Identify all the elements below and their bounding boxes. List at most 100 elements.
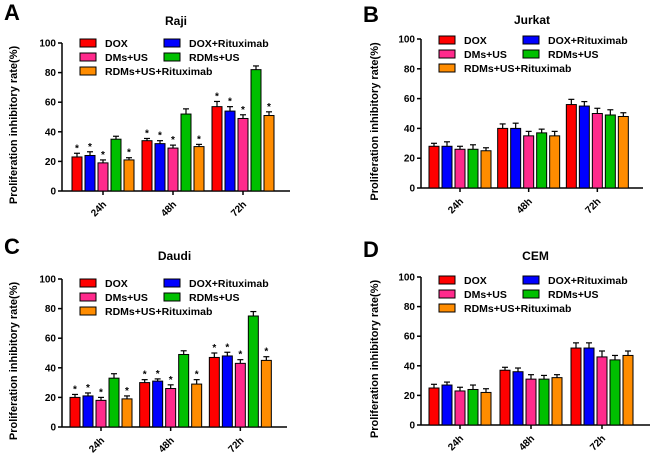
bar-rdms-plus-us-plus-rituximab-24h — [121, 398, 133, 428]
legend-swatch-dox-plus-rituximab — [522, 275, 540, 285]
bar-dms-plus-us-48h — [523, 135, 535, 189]
legend-label-dox-plus-rituximab: DOX+Rituximab — [189, 38, 269, 50]
bar-rdms-plus-us-72h — [250, 69, 262, 192]
bar-dms-plus-us-72h — [596, 356, 608, 426]
legend-label-dms-plus-us: DMs+US — [105, 292, 148, 304]
chart-title: Daudi — [158, 249, 191, 263]
bar-dms-plus-us-24h — [454, 390, 466, 426]
y-tick-label: 60 — [404, 332, 416, 343]
legend-label-rdms-plus-us: RDMs+US — [548, 49, 598, 61]
y-tick-label: 40 — [404, 124, 416, 135]
bar-dox-48h — [141, 140, 153, 192]
chart-title: Jurkat — [514, 13, 550, 27]
legend-swatch-rdms-plus-us — [522, 49, 540, 59]
y-tick-label: 0 — [50, 187, 56, 198]
legend-swatch-dms-plus-us — [79, 292, 97, 302]
legend-label-rdms-plus-us-plus-rituximab: RDMs+US+Rituximab — [105, 66, 212, 78]
bar-dox-plus-rituximab-48h — [510, 127, 522, 189]
legend-label-dms-plus-us: DMs+US — [464, 289, 507, 301]
bar-rdms-plus-us-plus-rituximab-48h — [549, 135, 561, 189]
legend-swatch-rdms-plus-us-plus-rituximab — [438, 303, 456, 313]
bar-dox-plus-rituximab-72h — [224, 110, 236, 192]
legend-label-rdms-plus-us-plus-rituximab: RDMs+US+Rituximab — [464, 303, 571, 315]
y-tick-label: 60 — [404, 94, 416, 105]
y-tick-label: 100 — [398, 273, 415, 284]
bar-rdms-plus-us-72h — [604, 114, 616, 189]
bar-rdms-plus-us-plus-rituximab-24h — [123, 159, 135, 192]
legend-swatch-dms-plus-us — [79, 52, 97, 62]
bar-rdms-plus-us-72h — [247, 315, 259, 428]
significance-star: * — [143, 370, 147, 381]
significance-star: * — [171, 135, 175, 146]
legend-swatch-dms-plus-us — [438, 289, 456, 299]
bar-dox-plus-rituximab-48h — [152, 380, 164, 428]
bar-rdms-plus-us-plus-rituximab-48h — [191, 383, 203, 428]
y-axis-label: Proliferation inhibitory rate(%) — [369, 42, 381, 201]
y-tick-label: 100 — [39, 275, 56, 286]
bar-rdms-plus-us-24h — [467, 388, 479, 426]
bar-dox-24h — [69, 396, 81, 428]
legend: DOX DOX+Rituximab DMs+US RDMs+US RDMs+US+Rit… — [79, 38, 269, 78]
bar-dox-plus-rituximab-72h — [221, 355, 233, 428]
y-tick-label: 0 — [409, 184, 415, 195]
legend-label-dox: DOX — [105, 278, 128, 290]
bar-rdms-plus-us-plus-rituximab-72h — [617, 115, 629, 189]
y-tick-label: 100 — [39, 39, 56, 50]
bar-dox-24h — [428, 387, 440, 426]
bar-dox-72h — [565, 104, 577, 189]
legend-swatch-dms-plus-us — [438, 49, 456, 59]
bar-rdms-plus-us-plus-rituximab-72h — [622, 354, 634, 426]
significance-star: * — [238, 350, 242, 361]
significance-star: * — [145, 128, 149, 139]
x-tick-label: 24h — [89, 199, 109, 219]
bar-rdms-plus-us-24h — [108, 377, 120, 428]
legend-swatch-rdms-plus-us — [522, 289, 540, 299]
significance-star: * — [125, 386, 129, 397]
y-tick-label: 20 — [404, 391, 416, 402]
legend-label-dox-plus-rituximab: DOX+Rituximab — [548, 275, 628, 287]
panel-a-raji: A Raji Proliferation inhibitory rate(%) 0 20… — [0, 0, 325, 228]
bar-rdms-plus-us-plus-rituximab-72h — [263, 115, 275, 192]
bar-dms-plus-us-48h — [167, 147, 179, 192]
bar-rdms-plus-us-24h — [467, 148, 479, 189]
significance-star: * — [264, 347, 268, 358]
bar-rdms-plus-us-plus-rituximab-72h — [260, 359, 272, 428]
legend-label-rdms-plus-us: RDMs+US — [548, 289, 598, 301]
significance-star: * — [197, 134, 201, 145]
y-tick-label: 40 — [45, 127, 57, 138]
significance-star: * — [99, 387, 103, 398]
y-tick-label: 80 — [404, 302, 416, 313]
x-tick-label: 48h — [157, 435, 177, 455]
x-tick-label: 24h — [87, 435, 107, 455]
y-tick-label: 60 — [45, 98, 57, 109]
bar-rdms-plus-us-48h — [536, 132, 548, 189]
x-tick-label: 72h — [588, 433, 608, 453]
legend-swatch-dox — [79, 38, 97, 48]
y-tick-label: 40 — [404, 361, 416, 372]
significance-star: * — [195, 370, 199, 381]
y-axis-label: Proliferation inhibitory rate(%) — [8, 46, 20, 205]
bar-dox-plus-rituximab-48h — [154, 143, 166, 192]
legend-label-rdms-plus-us-plus-rituximab: RDMs+US+Rituximab — [464, 63, 571, 75]
legend-swatch-rdms-plus-us-plus-rituximab — [79, 66, 97, 76]
bar-dox-24h — [428, 145, 440, 189]
significance-star: * — [73, 384, 77, 395]
significance-star: * — [158, 131, 162, 142]
panel-letter: A — [4, 0, 20, 25]
significance-star: * — [225, 342, 229, 353]
legend: DOX DOX+Rituximab DMs+US RDMs+US RDMs+US+Rit… — [79, 278, 269, 318]
significance-star: * — [169, 375, 173, 386]
legend-label-dox-plus-rituximab: DOX+Rituximab — [189, 278, 269, 290]
significance-star: * — [156, 369, 160, 380]
legend-swatch-rdms-plus-us-plus-rituximab — [438, 63, 456, 73]
bar-dms-plus-us-48h — [165, 388, 177, 428]
legend-label-dms-plus-us: DMs+US — [464, 49, 507, 61]
bar-dox-48h — [497, 127, 509, 189]
x-tick-label: 48h — [517, 433, 537, 453]
bar-dox-plus-rituximab-72h — [583, 347, 595, 426]
bar-rdms-plus-us-48h — [178, 353, 190, 428]
significance-star: * — [212, 343, 216, 354]
legend: DOX DOX+Rituximab DMs+US RDMs+US RDMs+US+Rit… — [438, 35, 628, 75]
chart-svg-c: C Daudi Proliferation inhibitory rate(%) 0 2… — [4, 234, 287, 455]
chart-title: CEM — [522, 249, 549, 263]
